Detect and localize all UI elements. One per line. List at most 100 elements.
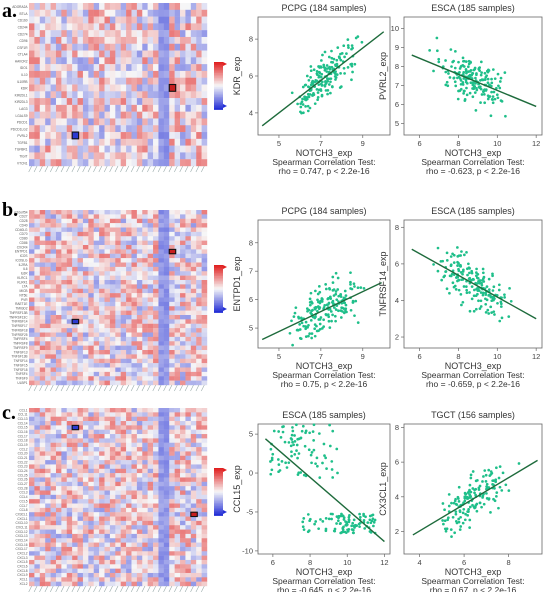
heatmap-cell (82, 218, 89, 224)
heatmap-cell (142, 455, 148, 461)
heatmap-cell (115, 64, 121, 72)
heatmap-cell (72, 516, 78, 522)
heatmap-cell (147, 104, 154, 112)
heatmap-cell (66, 568, 73, 574)
heatmap-cell (163, 98, 170, 106)
heatmap-cell (93, 581, 100, 587)
scatter-point (316, 292, 320, 296)
heatmap-cell (201, 293, 208, 298)
heatmap-cell (201, 297, 208, 303)
scatter-point (470, 285, 474, 289)
heatmap-cell (158, 499, 165, 504)
heatmap-cell (185, 559, 192, 565)
heatmap-cell (72, 323, 78, 329)
heatmap-row-label: CD40LG (15, 228, 28, 232)
heatmap-cell (169, 152, 175, 160)
scatter-point (466, 513, 469, 517)
heatmap-cell (50, 490, 57, 496)
scatter-point (324, 89, 328, 92)
heatmap-cell (34, 152, 40, 160)
heatmap-cell (88, 3, 94, 10)
heatmap-cell (169, 98, 175, 106)
scatter-point (474, 307, 478, 311)
heatmap-cell (131, 520, 138, 526)
heatmap-cell (104, 451, 111, 456)
heatmap-cell (120, 429, 127, 435)
heatmap-cell (72, 412, 78, 417)
heatmap-cell (190, 145, 197, 153)
heatmap-cell (29, 30, 35, 38)
heatmap-cell (82, 341, 89, 346)
heatmap-cell (180, 551, 186, 556)
heatmap-cell (109, 104, 116, 112)
scatter-point (444, 270, 448, 273)
heatmap-cell (147, 341, 154, 346)
heatmap-cell (147, 3, 154, 10)
heatmap-cell (196, 132, 202, 140)
heatmap-cell (34, 258, 40, 263)
heatmap-cell (82, 253, 89, 259)
heatmap-cell (147, 236, 154, 241)
heatmap-cell (104, 310, 111, 316)
heatmap-cell (169, 416, 175, 422)
heatmap-cell (196, 104, 202, 112)
heatmap-cell (169, 271, 175, 276)
heatmap-cell (174, 43, 181, 51)
scatter-point (498, 80, 502, 83)
heatmap-cell (163, 516, 170, 522)
heatmap-cell (45, 104, 51, 112)
heatmap-cell (136, 425, 143, 430)
heatmap-cell (174, 581, 181, 587)
heatmap-cell (99, 577, 105, 582)
heatmap-cell (66, 408, 73, 413)
heatmap-cell (88, 245, 94, 250)
scatter-point (293, 452, 297, 456)
heatmap-cell (163, 481, 170, 487)
scatter-point (481, 293, 485, 297)
heatmap-cell (66, 529, 73, 535)
heatmap-column-label (141, 585, 146, 592)
heatmap-cell (104, 468, 111, 474)
heatmap-cell (153, 30, 159, 38)
heatmap-cell (190, 262, 197, 268)
heatmap-cell (163, 293, 170, 298)
heatmap-cell (126, 473, 132, 478)
scatter-point (480, 78, 484, 81)
heatmap-cell (99, 494, 105, 500)
heatmap-cell (39, 306, 46, 311)
heatmap-cell (131, 306, 138, 311)
scatter-point (456, 97, 460, 101)
heatmap-cell (82, 447, 89, 452)
heatmap-cell (153, 503, 159, 509)
heatmap-cell (180, 546, 186, 552)
heatmap-cell (34, 473, 40, 478)
heatmap-cell (109, 442, 116, 448)
heatmap-cell (196, 118, 202, 126)
heatmap-cell (147, 214, 154, 219)
heatmap-cell (29, 434, 35, 439)
heatmap-cell (61, 152, 67, 160)
heatmap-cell (196, 159, 202, 167)
heatmap-cell (50, 91, 57, 99)
heatmap-cell (136, 245, 143, 250)
heatmap-cell (115, 568, 121, 574)
heatmap-cell (201, 258, 208, 263)
scatter-point (467, 508, 470, 511)
heatmap-cell (66, 477, 73, 483)
heatmap-cell (115, 451, 121, 456)
legend-gradient-step (214, 84, 223, 87)
heatmap-cell (131, 319, 138, 324)
heatmap-cell (66, 503, 73, 509)
heatmap-cell (104, 145, 111, 153)
scatter-point (358, 512, 361, 516)
scatter-point (453, 284, 457, 288)
heatmap-cell (66, 266, 73, 272)
heatmap-cell (201, 3, 208, 10)
heatmap-cell (88, 481, 94, 487)
heatmap-cell (77, 447, 84, 452)
scatter-point (307, 323, 310, 327)
heatmap-cell (131, 376, 138, 381)
heatmap-cell (45, 319, 51, 324)
heatmap-cell (61, 473, 67, 478)
heatmap-cell (55, 577, 62, 582)
